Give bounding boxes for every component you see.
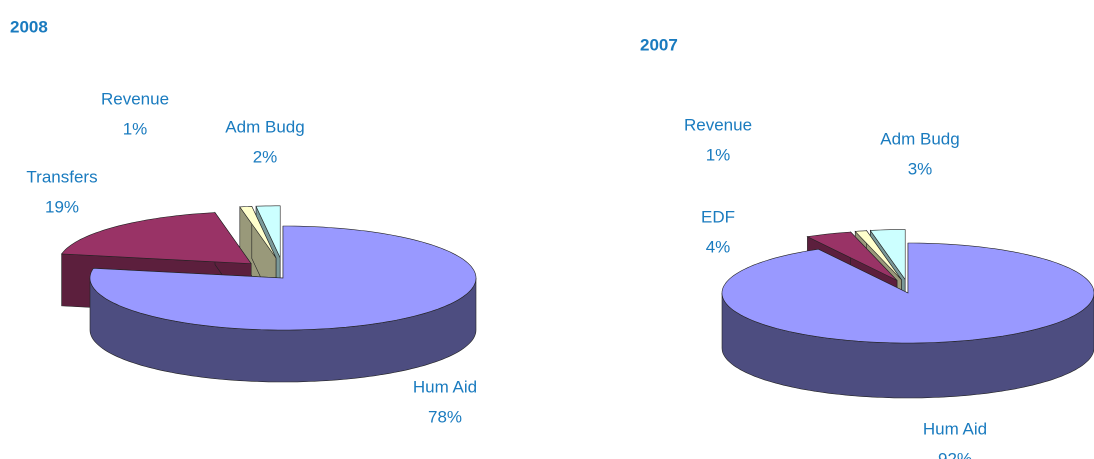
pie-slice xyxy=(61,212,252,265)
pie-slice xyxy=(721,242,1094,344)
pie-slice xyxy=(869,229,906,281)
slice-label: Adm Budg xyxy=(880,129,959,148)
chart-title: 2007 xyxy=(640,35,678,54)
pie-slice xyxy=(854,230,902,281)
slice-value-label: 92% xyxy=(938,449,972,459)
pie-slice xyxy=(255,205,281,258)
slice-value-label: 78% xyxy=(428,407,462,426)
slice-label: EDF xyxy=(701,207,735,226)
slice-value-label: 19% xyxy=(45,197,79,216)
slice-value-label: 1% xyxy=(123,119,148,138)
slice-value-label: 3% xyxy=(908,159,933,178)
slice-label: Revenue xyxy=(101,89,169,108)
slice-label: Revenue xyxy=(684,115,752,134)
slice-label: Hum Aid xyxy=(923,419,987,438)
slice-value-label: 1% xyxy=(706,145,731,164)
slice-label: Adm Budg xyxy=(225,117,304,136)
slice-value-label: 2% xyxy=(253,147,278,166)
pie-slice xyxy=(89,225,477,331)
pie-slice xyxy=(239,206,277,259)
slice-value-label: 4% xyxy=(706,237,731,256)
slice-label: Hum Aid xyxy=(413,377,477,396)
pie-slice xyxy=(806,231,898,281)
chart-title: 2008 xyxy=(10,17,48,36)
slice-label: Transfers xyxy=(26,167,97,186)
